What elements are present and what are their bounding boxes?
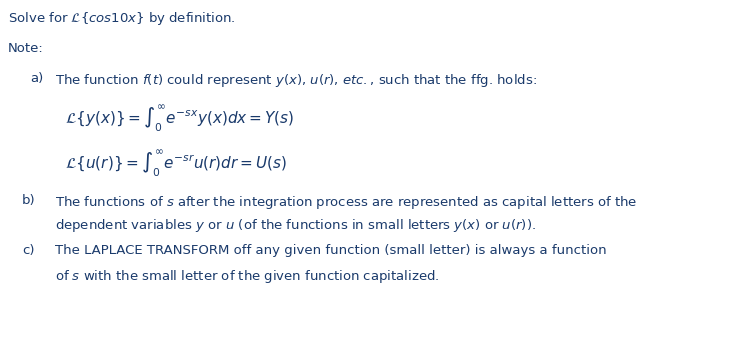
Text: The LAPLACE TRANSFORM off any given function (small letter) is always a function: The LAPLACE TRANSFORM off any given func… <box>55 244 607 257</box>
Text: c): c) <box>22 244 35 257</box>
Text: $\mathcal{L}\{y(x)\} = \int_0^{\infty} e^{-sx}y(x)dx = Y(s)$: $\mathcal{L}\{y(x)\} = \int_0^{\infty} e… <box>65 103 295 135</box>
Text: dependent variables $y$ or $u$ (of the functions in small letters $y(x)$ or $u(r: dependent variables $y$ or $u$ (of the f… <box>55 217 536 234</box>
Text: of $s$ with the small letter of the given function capitalized.: of $s$ with the small letter of the give… <box>55 268 440 285</box>
Text: The functions of $s$ after the integration process are represented as capital le: The functions of $s$ after the integrati… <box>55 194 637 211</box>
Text: The function $f(t)$ could represent $y(x)$, $u(r)$, $etc.$, such that the ffg. h: The function $f(t)$ could represent $y(x… <box>55 72 537 89</box>
Text: $\mathcal{L}\{u(r)\} = \int_0^{\infty} e^{-sr}u(r)dr = U(s)$: $\mathcal{L}\{u(r)\} = \int_0^{\infty} e… <box>65 148 287 180</box>
Text: a): a) <box>30 72 43 85</box>
Text: Note:: Note: <box>8 42 44 55</box>
Text: b): b) <box>22 194 36 207</box>
Text: Solve for $\mathcal{L}\{cos10x\}$ by definition.: Solve for $\mathcal{L}\{cos10x\}$ by def… <box>8 10 235 27</box>
